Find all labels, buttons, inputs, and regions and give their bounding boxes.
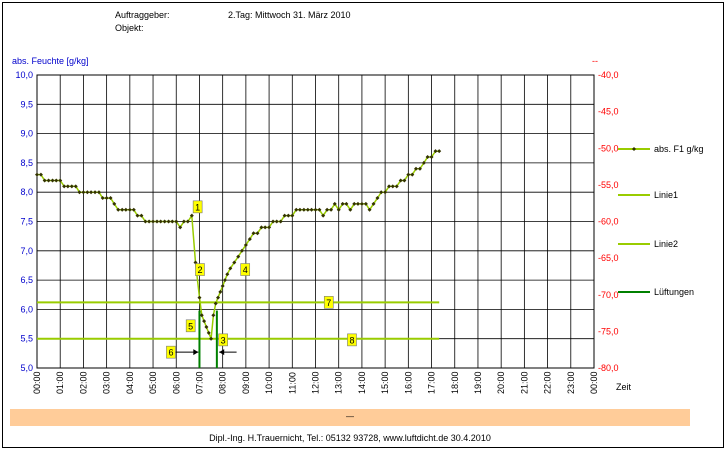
annotation-label: 7: [326, 298, 331, 308]
y-tick-label-left: 6,0: [20, 304, 33, 314]
x-tick-label: 00:00: [32, 371, 42, 394]
x-tick-label: 15:00: [380, 371, 390, 394]
x-tick-label: 17:00: [427, 371, 437, 394]
legend-label: Linie1: [654, 190, 678, 200]
x-axis-label: Zeit: [616, 382, 632, 392]
legend-label: abs. F1 g/kg: [654, 144, 704, 154]
y-tick-label-left: 7,0: [20, 246, 33, 256]
x-tick-label: 05:00: [148, 371, 158, 394]
x-tick-label: 08:00: [218, 371, 228, 394]
y-tick-label-left: 8,5: [20, 158, 33, 168]
x-tick-label: 11:00: [287, 372, 297, 394]
x-tick-label: 22:00: [543, 371, 553, 394]
footer-text: Dipl.-Ing. H.Trauernicht, Tel.: 05132 93…: [10, 433, 690, 443]
x-tick-label: 16:00: [403, 371, 413, 394]
x-tick-label: 07:00: [194, 371, 204, 394]
y-axis-label-right: --: [592, 56, 598, 66]
annotation-label: 8: [349, 335, 354, 345]
annotation-label: 5: [188, 321, 193, 331]
x-tick-label: 06:00: [171, 371, 181, 394]
x-tick-label: 23:00: [566, 371, 576, 394]
annotation-label: 2: [197, 265, 202, 275]
y-tick-label-right: -55,0: [598, 180, 619, 190]
x-tick-label: 04:00: [125, 371, 135, 394]
x-tick-label: 03:00: [102, 371, 112, 394]
x-tick-label: 00:00: [589, 371, 599, 394]
y-tick-label-right: -70,0: [598, 290, 619, 300]
legend-label: Lüftungen: [654, 287, 694, 297]
x-tick-label: 20:00: [496, 371, 506, 394]
x-tick-label: 12:00: [311, 371, 321, 394]
y-tick-label-left: 10,0: [15, 70, 33, 80]
x-tick-label: 01:00: [55, 371, 65, 394]
y-tick-label-right: -45,0: [598, 107, 619, 117]
annotation-label: 3: [221, 335, 226, 345]
y-tick-label-left: 6,5: [20, 275, 33, 285]
annotation-label: 1: [195, 202, 200, 212]
y-tick-label-right: -60,0: [598, 217, 619, 227]
x-tick-label: 14:00: [357, 371, 367, 394]
x-tick-label: 19:00: [473, 371, 483, 394]
y-tick-label-right: -80,0: [598, 363, 619, 373]
y-tick-label-right: -75,0: [598, 326, 619, 336]
legend-marker: [632, 147, 636, 151]
annotation-label: 4: [243, 265, 248, 275]
y-tick-label-left: 5,5: [20, 334, 33, 344]
x-tick-label: 21:00: [519, 371, 529, 394]
y-tick-label-left: 7,5: [20, 217, 33, 227]
x-tick-label: 10:00: [264, 371, 274, 394]
y-tick-label-left: 9,0: [20, 129, 33, 139]
y-tick-label-right: -65,0: [598, 253, 619, 263]
x-tick-label: 18:00: [450, 371, 460, 394]
annotation-label: 6: [168, 348, 173, 358]
footer-band-text: —: [10, 412, 690, 422]
footer-band: —: [10, 409, 690, 426]
y-axis-label-left: abs. Feuchte [g/kg]: [12, 56, 89, 66]
y-tick-label-right: -40,0: [598, 70, 619, 80]
legend-label: Linie2: [654, 239, 678, 249]
y-tick-label-right: -50,0: [598, 143, 619, 153]
x-tick-label: 13:00: [334, 371, 344, 394]
x-tick-label: 02:00: [78, 371, 88, 394]
y-tick-label-left: 8,0: [20, 187, 33, 197]
y-tick-label-left: 9,5: [20, 99, 33, 109]
x-tick-label: 09:00: [241, 371, 251, 394]
